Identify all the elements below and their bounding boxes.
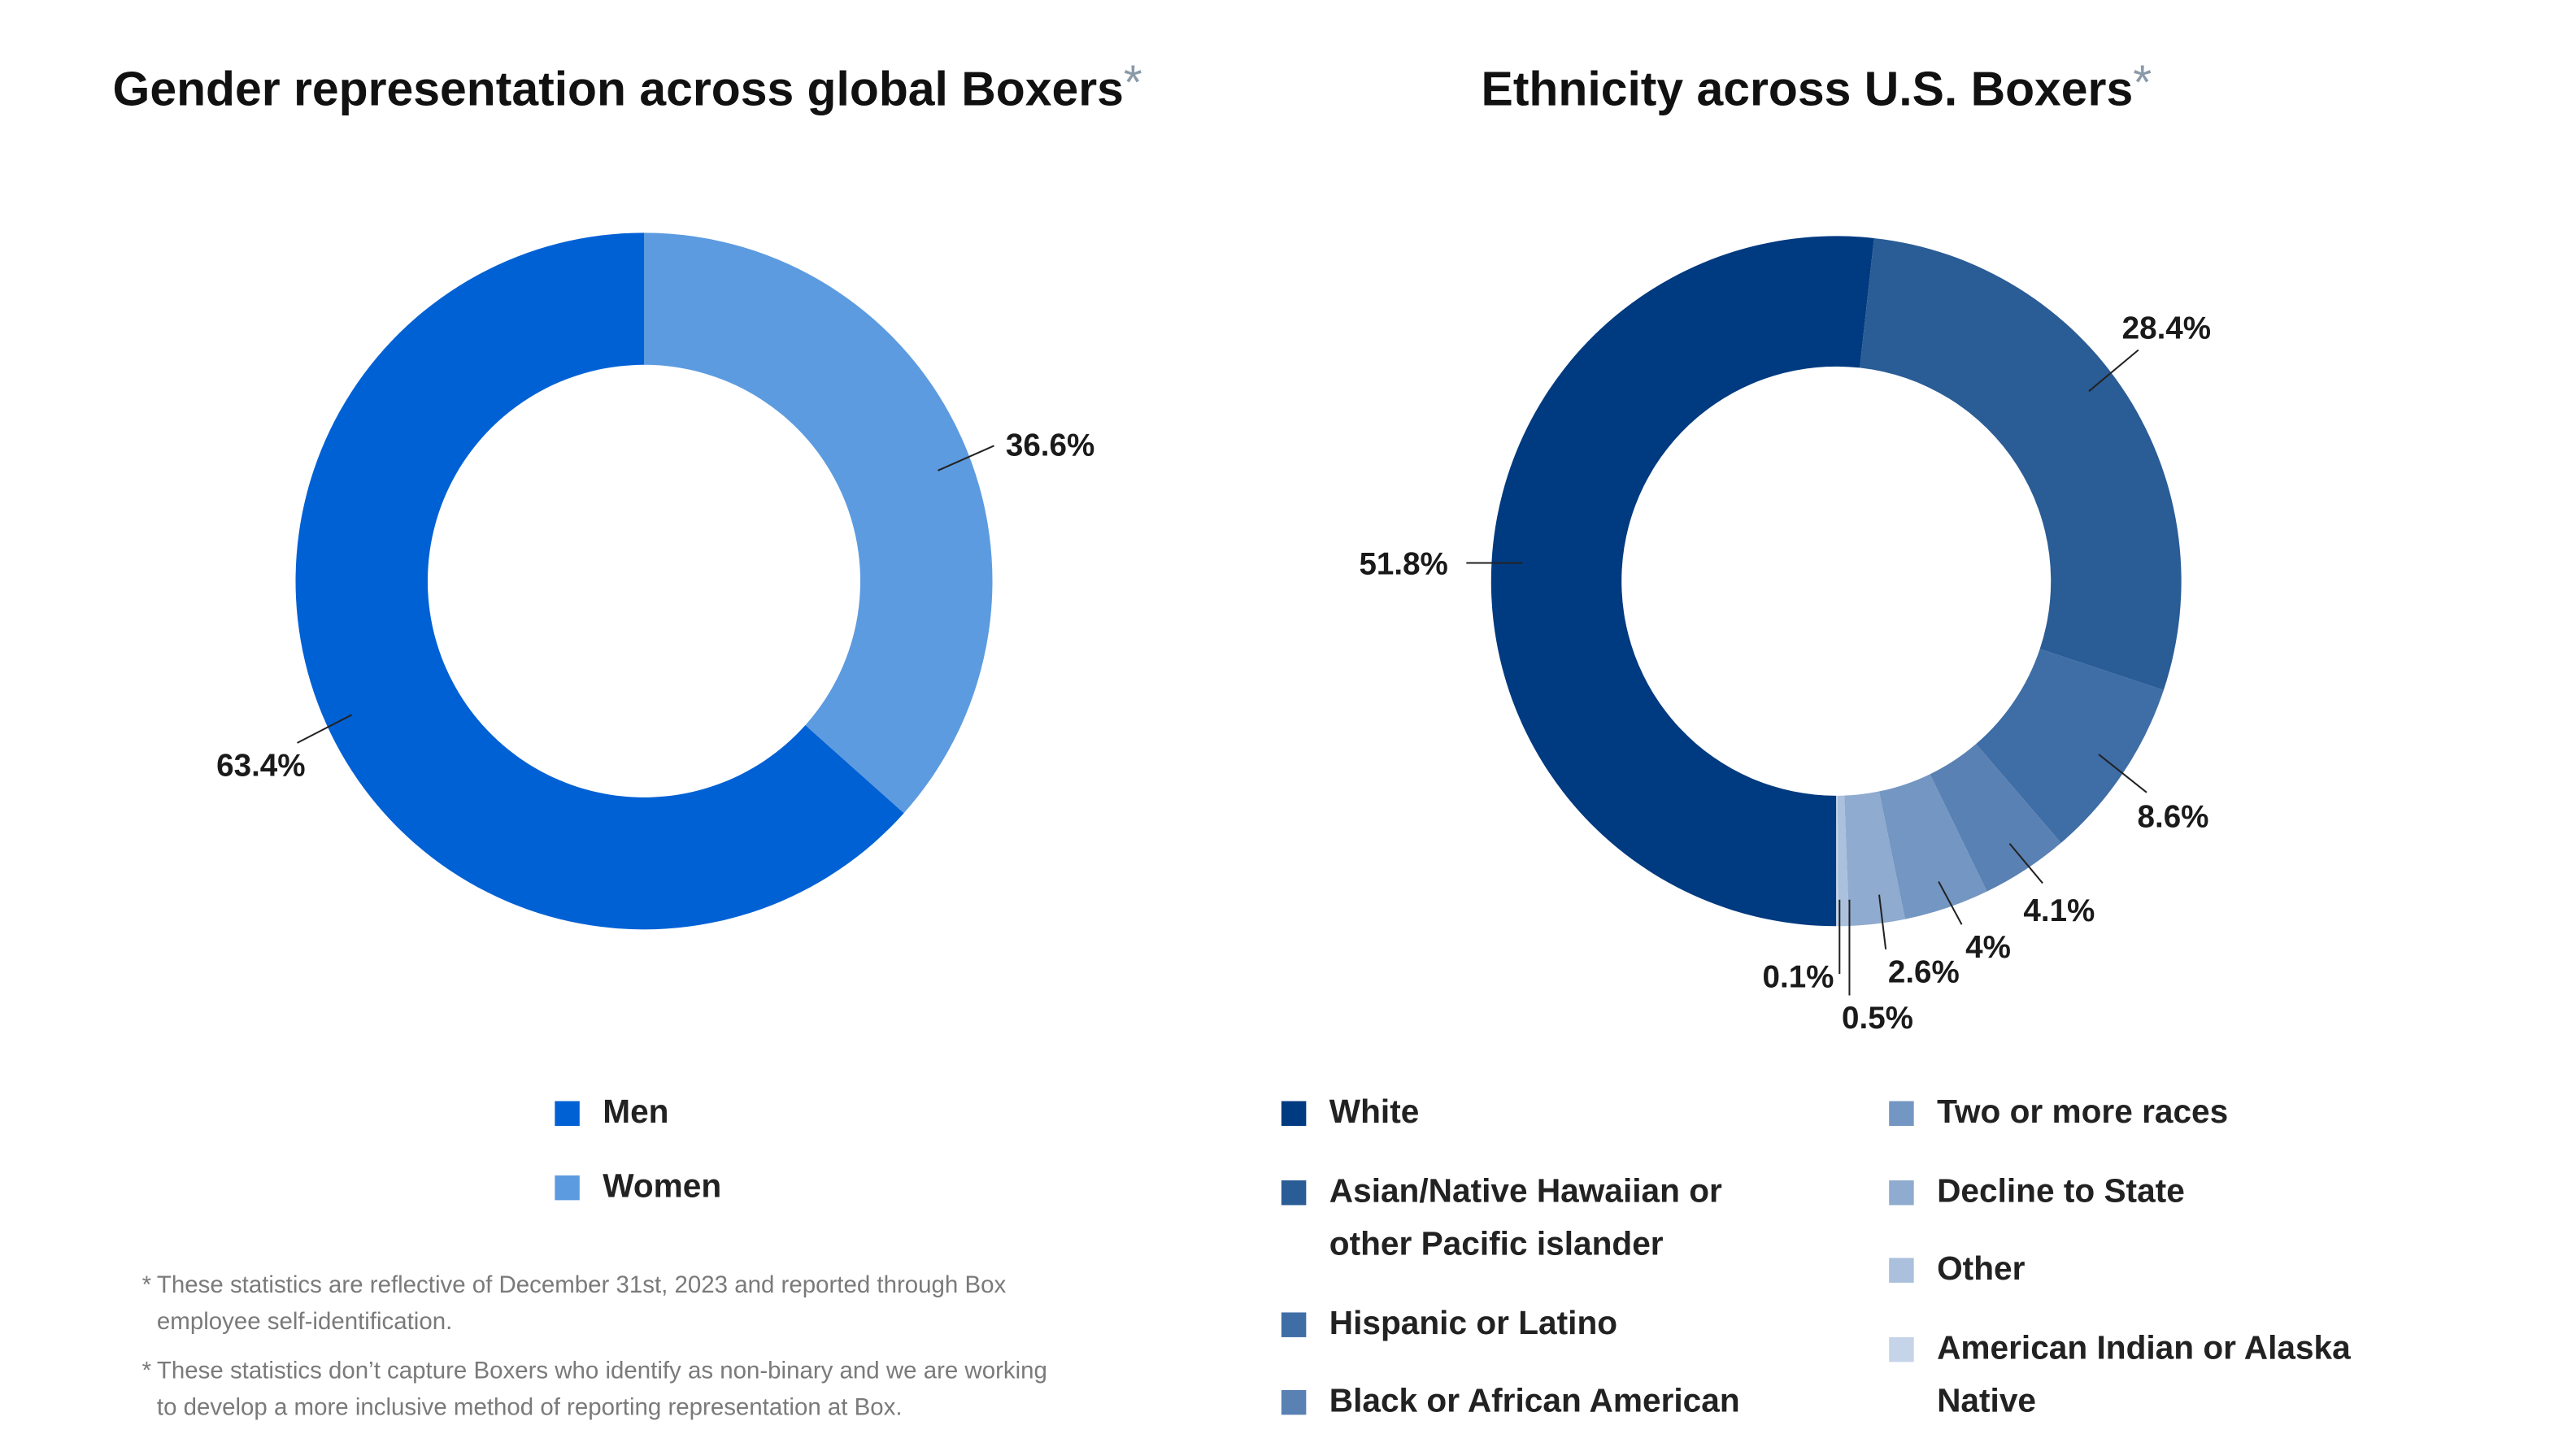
value-label: 4.1% <box>2023 893 2095 928</box>
legend-item: Decline to State <box>1889 1166 2374 1219</box>
chart-title-text: Ethnicity across U.S. Boxers <box>1482 63 2134 115</box>
footnote-text: These statistics are reflective of Decem… <box>156 1272 1007 1336</box>
legend-swatch <box>1889 1101 1914 1126</box>
donut-slice <box>1930 744 2061 892</box>
legend-label: Other <box>1937 1251 2026 1288</box>
value-label: 0.5% <box>1842 1001 1913 1036</box>
legend-swatch <box>555 1175 580 1201</box>
legend-item: Hispanic or Latino <box>1281 1297 1767 1350</box>
legend-item: Black or African American <box>1281 1375 1767 1428</box>
donut-slice <box>295 232 904 930</box>
donut-slice <box>1976 649 2164 843</box>
legend-item: American Indian or Alaska Native <box>1889 1323 2374 1428</box>
donut-slice <box>1860 237 2182 691</box>
chart-title-text: Gender representation across global Boxe… <box>113 63 1124 115</box>
leader-line <box>2008 843 2043 884</box>
legend-item: Two or more races <box>1889 1086 2374 1139</box>
legend-label: Men <box>603 1094 669 1132</box>
donut-slice <box>1836 795 1838 927</box>
legend-label: Black or African American <box>1329 1383 1740 1420</box>
value-label: 36.6% <box>1006 428 1094 463</box>
leader-line <box>1878 894 1887 949</box>
chart-title-mark: * <box>2133 56 2152 109</box>
legend-label: Hispanic or Latino <box>1329 1306 1618 1343</box>
footnote-text: These statistics don’t capture Boxers wh… <box>156 1358 1047 1422</box>
legend-swatch <box>1281 1389 1307 1415</box>
donut-slice <box>1878 774 1987 919</box>
footnote: * These statistics are reflective of Dece… <box>142 1268 1067 1341</box>
legend-label: Women <box>603 1168 722 1206</box>
value-label: 8.6% <box>2138 799 2209 834</box>
legend-swatch <box>555 1101 580 1126</box>
value-label: 2.6% <box>1888 954 1960 989</box>
donut-slice <box>1837 795 1850 927</box>
leader-line <box>2098 754 2147 793</box>
legend-label: Asian/Native Hawaiian or other Pacific i… <box>1329 1173 1722 1263</box>
footnote-mark: * <box>141 1272 152 1300</box>
legend-swatch <box>1281 1101 1307 1126</box>
legend-item: White <box>1281 1086 1767 1139</box>
legend-item: Men <box>555 1086 1098 1139</box>
chart-title: Gender representation across global Boxe… <box>113 56 1142 115</box>
donut-slice <box>643 232 993 814</box>
leader-line <box>2088 349 2139 393</box>
leader-line <box>297 714 353 744</box>
legend-label: White <box>1329 1094 1420 1132</box>
legend-item: Other <box>1889 1243 2374 1296</box>
value-label: 28.4% <box>2122 311 2211 345</box>
legend-label: American Indian or Alaska Native <box>1937 1330 2351 1420</box>
chart-title-mark: * <box>1124 56 1142 109</box>
chart-title: Ethnicity across U.S. Boxers* <box>1482 56 2152 115</box>
legend-label: Two or more races <box>1937 1094 2229 1132</box>
legend-swatch <box>1281 1180 1307 1206</box>
legend-swatch <box>1889 1258 1914 1283</box>
legend-item: Asian/Native Hawaiian or other Pacific i… <box>1281 1166 1767 1271</box>
legend-swatch <box>1889 1180 1914 1206</box>
donut-slice <box>1844 791 1905 926</box>
footnote-mark: * <box>141 1358 152 1385</box>
legend-label: Decline to State <box>1937 1173 2185 1210</box>
leader-line <box>1938 880 1963 925</box>
value-label: 63.4% <box>216 748 305 783</box>
value-label: 4% <box>1965 930 2011 965</box>
value-label: 51.8% <box>1359 547 1447 582</box>
legend-swatch <box>1281 1312 1307 1337</box>
donut-slice <box>1490 236 1874 927</box>
footnote: * These statistics don’t capture Boxers w… <box>142 1354 1067 1426</box>
legend-item: Women <box>555 1161 1098 1214</box>
leader-line <box>938 445 994 471</box>
value-label: 0.1% <box>1763 959 1834 994</box>
legend-swatch <box>1889 1336 1914 1362</box>
